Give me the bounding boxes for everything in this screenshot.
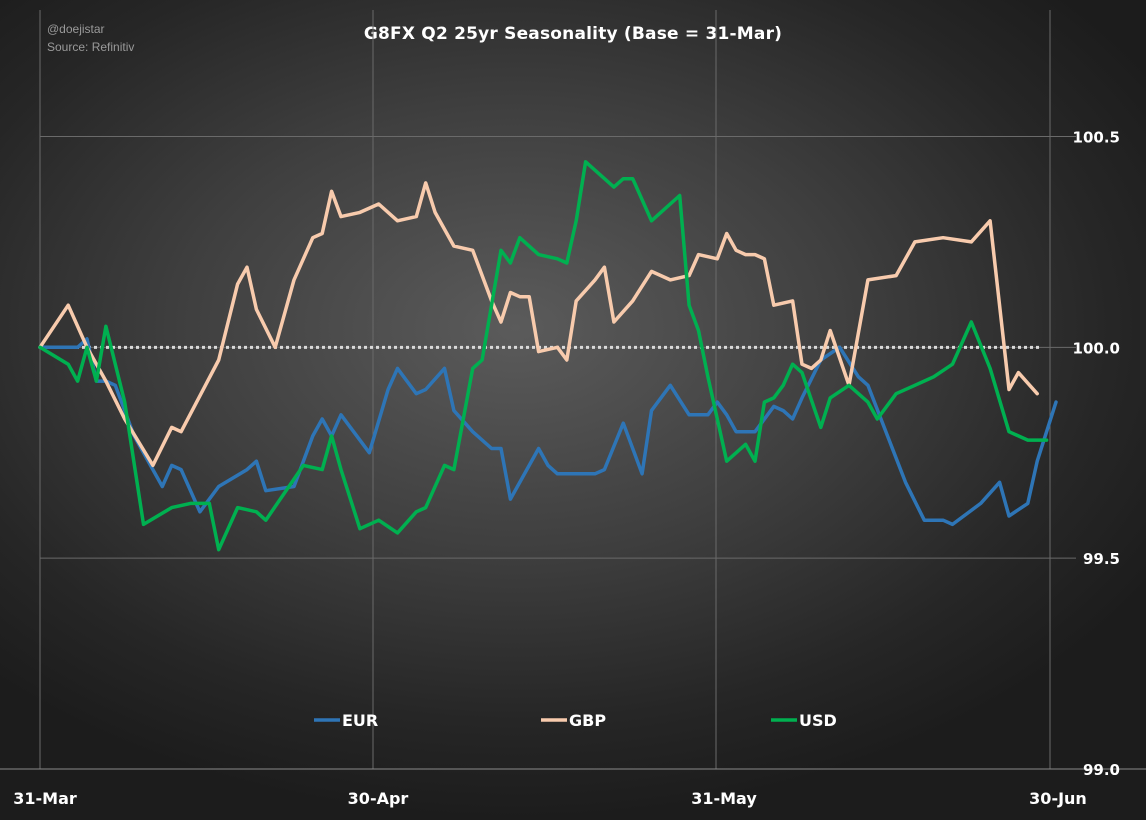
x-tick-label: 30-Jun <box>1029 789 1087 808</box>
author-handle: @doejistar <box>47 22 105 36</box>
y-tick-label: 100.0 <box>1073 339 1120 357</box>
series-line-usd <box>38 160 1049 552</box>
y-tick-label: 99.5 <box>1083 550 1120 568</box>
legend-label-eur: EUR <box>342 711 378 730</box>
x-tick-label: 31-May <box>691 789 757 808</box>
legend-label-usd: USD <box>799 711 837 730</box>
legend-label-gbp: GBP <box>569 711 606 730</box>
y-tick-label: 100.5 <box>1073 129 1120 147</box>
data-source: Source: Refinitiv <box>47 40 135 54</box>
series-line-gbp <box>38 181 1039 468</box>
y-tick-label: 99.0 <box>1083 761 1120 779</box>
series-line-eur <box>38 337 1058 527</box>
x-tick-label: 30-Apr <box>348 789 409 808</box>
chart-title: G8FX Q2 25yr Seasonality (Base = 31-Mar) <box>363 24 783 44</box>
x-tick-label: 31-Mar <box>13 789 77 808</box>
